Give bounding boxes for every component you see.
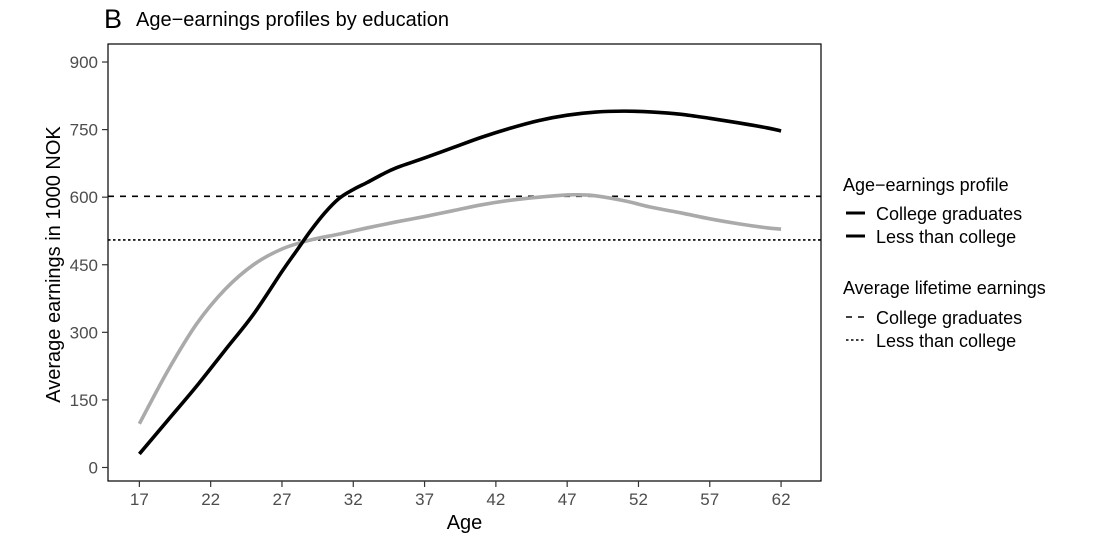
- y-axis: 0 150 300 450 600 750 900: [70, 53, 108, 477]
- legend-label-less-profile: Less than college: [876, 227, 1016, 247]
- y-tick-label: 0: [89, 458, 98, 477]
- x-axis-title: Age: [447, 512, 483, 534]
- y-tick-label: 450: [70, 256, 98, 275]
- x-tick-label: 42: [486, 490, 505, 509]
- legend-label-college-average: College graduates: [876, 308, 1022, 328]
- y-tick-label: 150: [70, 391, 98, 410]
- x-tick-label: 52: [629, 490, 648, 509]
- y-tick-label: 900: [70, 53, 98, 72]
- x-tick-label: 27: [273, 490, 292, 509]
- plot-area: [107, 43, 822, 482]
- y-tick-label: 750: [70, 121, 98, 140]
- chart-title: Age−earnings profiles by education: [136, 9, 449, 31]
- series-line-less-than-college: [137, 192, 782, 425]
- plot-panel-border: [107, 43, 822, 482]
- y-axis-title: Average earnings in 1000 NOK: [43, 126, 65, 403]
- y-tick-label: 300: [70, 323, 98, 342]
- panel-tag: B: [104, 4, 122, 34]
- x-tick-label: 47: [558, 490, 577, 509]
- legend: Age−earnings profile College graduates L…: [843, 175, 1046, 351]
- x-tick-label: 37: [415, 490, 434, 509]
- x-tick-label: 17: [130, 490, 149, 509]
- legend-title-average: Average lifetime earnings: [843, 278, 1046, 298]
- x-tick-label: 32: [344, 490, 363, 509]
- series-line-college-graduates: [137, 109, 782, 456]
- legend-label-less-average: Less than college: [876, 331, 1016, 351]
- x-tick-label: 57: [700, 490, 719, 509]
- y-tick-label: 600: [70, 188, 98, 207]
- legend-label-college-profile: College graduates: [876, 204, 1022, 224]
- x-axis: 17 22 27 32 37 42 47 52 57 62: [130, 481, 791, 509]
- x-tick-label: 22: [201, 490, 220, 509]
- legend-title-profile: Age−earnings profile: [843, 175, 1009, 195]
- x-tick-label: 62: [772, 490, 791, 509]
